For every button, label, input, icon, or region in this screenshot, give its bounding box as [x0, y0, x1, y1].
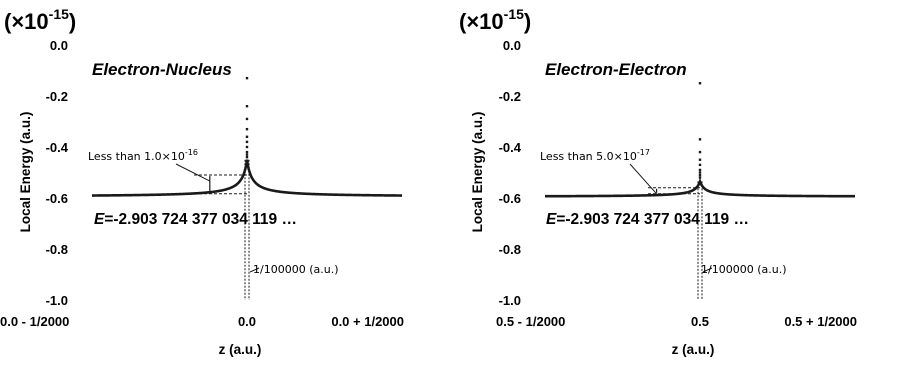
x-axis-title-left: z (a.u.) — [219, 342, 262, 357]
energy-label-right: E=-2.903 724 377 034 119 … — [546, 211, 749, 228]
interval-annotation-right: 1/100000 (a.u.) — [701, 263, 786, 276]
x-ticks-right: 0.5 - 1/2000 0.5 0.5 + 1/2000 — [496, 314, 857, 329]
y-tick-label: -0.6 — [499, 191, 521, 206]
x-tick-label: 0.5 — [691, 314, 709, 329]
curve-left — [92, 159, 402, 300]
data-point — [698, 82, 702, 85]
y-ticks-right: 0.0 -0.2 -0.4 -0.6 -0.8 -1.0 — [499, 38, 522, 308]
data-point — [245, 105, 249, 108]
annotation-leader — [249, 267, 260, 273]
data-point — [698, 150, 702, 154]
y-tick-label: -0.6 — [46, 191, 68, 206]
y-tick-label: 0.0 — [50, 38, 68, 53]
interval-annotation-left: 1/100000 (a.u.) — [253, 263, 338, 276]
data-point — [698, 171, 702, 174]
y-tick-label: -0.8 — [46, 242, 68, 257]
data-point — [245, 145, 249, 149]
x-tick-label: 0.0 + 1/2000 — [331, 314, 404, 329]
points-right — [698, 82, 702, 179]
data-point — [698, 158, 702, 161]
data-point — [245, 150, 249, 154]
annotation-leader — [702, 267, 713, 273]
y-tick-label: -0.2 — [499, 89, 521, 104]
panel-electron-electron: (×10-15) 0.0 -0.2 -0.4 -0.6 -0.8 -1.0 Local E… — [459, 6, 857, 357]
y-tick-label: -0.4 — [499, 140, 522, 155]
data-point — [245, 156, 249, 159]
x-ticks-left: 0.0 - 1/2000 0.0 0.0 + 1/2000 — [0, 314, 404, 329]
x-axis-title-right: z (a.u.) — [672, 342, 715, 357]
y-tick-label: 0.0 — [503, 38, 521, 53]
series-line — [92, 159, 402, 197]
energy-label-left: E=-2.903 724 377 034 119 … — [94, 211, 297, 228]
y-tick-label: -1.0 — [46, 293, 68, 308]
data-point — [245, 135, 249, 138]
x-tick-label: 0.0 — [238, 314, 256, 329]
curve-right — [545, 163, 855, 300]
data-point — [698, 163, 702, 167]
y-tick-label: -1.0 — [499, 293, 521, 308]
y-tick-label: -0.8 — [499, 242, 521, 257]
scale-label-right: (×10-15) — [459, 6, 531, 34]
points-left — [245, 76, 249, 159]
data-point — [245, 153, 249, 156]
annotation-leader — [175, 163, 211, 182]
deviation-annotation-left: Less than 1.0×10-16 — [88, 148, 198, 163]
series-line — [545, 177, 855, 198]
scale-label-left: (×10-15) — [4, 6, 76, 34]
data-point — [698, 138, 702, 141]
x-tick-label: 0.0 - 1/2000 — [0, 314, 69, 329]
x-tick-label: 0.5 - 1/2000 — [496, 314, 565, 329]
data-point — [698, 168, 702, 172]
y-ticks-left: 0.0 -0.2 -0.4 -0.6 -0.8 -1.0 — [46, 38, 69, 308]
data-point — [698, 173, 702, 177]
chart-title-right: Electron-Electron — [545, 60, 687, 79]
deviation-annotation-right: Less than 5.0×10-17 — [540, 148, 650, 163]
chart-title-left: Electron-Nucleus — [92, 60, 232, 79]
y-axis-title-right: Local Energy (a.u.) — [470, 112, 485, 233]
data-point — [245, 117, 249, 121]
data-point — [698, 176, 702, 179]
y-axis-title-left: Local Energy (a.u.) — [18, 112, 33, 233]
data-point — [245, 76, 249, 80]
x-tick-label: 0.5 + 1/2000 — [784, 314, 857, 329]
y-tick-label: -0.4 — [46, 140, 69, 155]
data-point — [245, 127, 249, 131]
panel-electron-nucleus: (×10-15) 0.0 -0.2 -0.4 -0.6 -0.8 -1.0 Local E… — [0, 6, 404, 357]
annotation-leader — [629, 163, 657, 195]
y-tick-label: -0.2 — [46, 89, 68, 104]
data-point — [245, 140, 249, 144]
